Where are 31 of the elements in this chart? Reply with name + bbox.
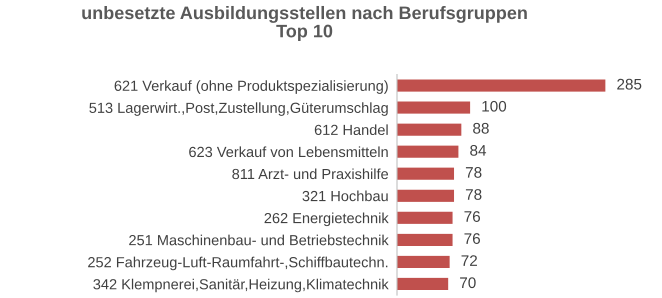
data-label: 78 xyxy=(466,167,482,178)
bar xyxy=(397,168,454,180)
bar xyxy=(397,234,453,246)
bar xyxy=(397,190,454,202)
y-tick-label: 513 Lagerwirt.,Post,Zustellung,Güterumschlag xyxy=(89,102,388,116)
data-label: 285 xyxy=(617,78,642,90)
bar xyxy=(397,278,448,290)
y-tick-label: 811 Arzt- und Praxishilfe xyxy=(232,168,388,180)
bar xyxy=(397,124,462,136)
y-tick-label: 621 Verkauf (ohne Produktspezialisierung) xyxy=(114,80,388,94)
y-tick-label: 252 Fahrzeug-Luft-Raumfahrt-,Schiffbautechn. xyxy=(88,256,388,270)
bar xyxy=(397,212,453,224)
bar xyxy=(397,79,606,92)
y-tick-label: 321 Hochbau xyxy=(302,190,388,202)
data-label: 72 xyxy=(462,255,477,266)
y-tick-label: 262 Energietechnik xyxy=(264,212,389,226)
bar xyxy=(397,256,450,268)
data-label: 78 xyxy=(466,189,482,200)
bar xyxy=(397,146,458,158)
chart-title: unbesetzte Ausbildungsstellen nach Berufsgruppen Top 10 xyxy=(82,6,527,42)
data-label: 84 xyxy=(470,144,486,156)
data-label: 76 xyxy=(464,211,480,222)
y-tick-label: 612 Handel xyxy=(314,124,388,136)
y-tick-label: 623 Verkauf von Lebensmitteln xyxy=(189,146,388,158)
data-label: 76 xyxy=(464,233,480,244)
data-label: 70 xyxy=(460,277,476,288)
data-label: 100 xyxy=(482,100,506,112)
bar xyxy=(397,102,470,114)
data-label: 88 xyxy=(473,122,489,134)
y-tick-label: 342 Klempnerei,Sanitär,Heizung,Klimatechnik xyxy=(93,278,389,292)
y-tick-label: 251 Maschinenbau- und Betriebstechnik xyxy=(129,234,389,246)
